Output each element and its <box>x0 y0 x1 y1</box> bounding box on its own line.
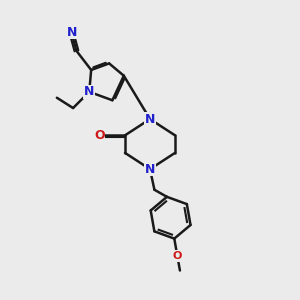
Text: N: N <box>84 85 94 98</box>
Text: N: N <box>145 163 155 176</box>
Text: O: O <box>173 251 182 261</box>
Text: N: N <box>67 26 77 39</box>
Text: N: N <box>145 112 155 126</box>
Text: O: O <box>94 129 105 142</box>
